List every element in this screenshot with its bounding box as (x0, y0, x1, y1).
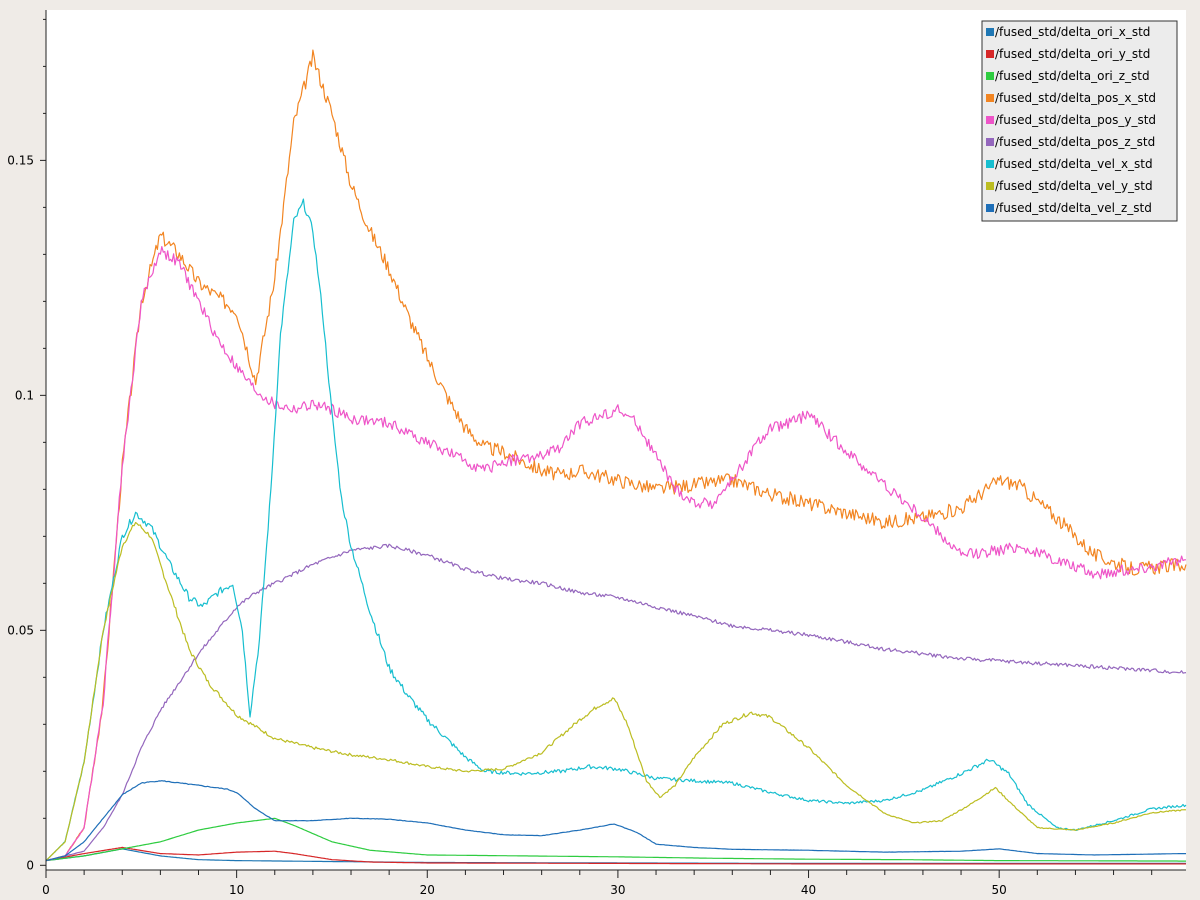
x-tick-label: 20 (420, 883, 435, 897)
series-line (45, 780, 1186, 862)
x-tick-label: 50 (992, 883, 1007, 897)
series-line (45, 198, 1187, 862)
legend-label: /fused_std/delta_vel_y_std (995, 179, 1153, 193)
legend-label: /fused_std/delta_ori_y_std (995, 47, 1150, 61)
legend-swatch (986, 204, 994, 212)
y-tick-label: 0.05 (7, 623, 34, 637)
legend-label: /fused_std/delta_vel_z_std (995, 201, 1152, 215)
legend-swatch (986, 116, 994, 124)
y-tick-label: 0.15 (7, 153, 34, 167)
legend-label: /fused_std/delta_vel_x_std (995, 157, 1153, 171)
x-axis-ticks: 0 10 20 30 40 50 (42, 870, 1153, 897)
legend-swatch (986, 94, 994, 102)
legend[interactable]: /fused_std/delta_ori_x_std/fused_std/del… (981, 20, 1178, 222)
y-tick-label: 0.1 (15, 388, 34, 402)
legend-label: /fused_std/delta_pos_y_std (995, 113, 1156, 127)
series-line (45, 49, 1187, 862)
legend-swatch (986, 138, 994, 146)
legend-label: /fused_std/delta_ori_z_std (995, 69, 1150, 83)
legend-box (981, 20, 1178, 222)
x-tick-label: 0 (42, 883, 50, 897)
legend-label: /fused_std/delta_ori_x_std (995, 25, 1150, 39)
series-layer (45, 49, 1187, 865)
x-tick-label: 30 (610, 883, 625, 897)
legend-swatch (986, 182, 994, 190)
series-line (45, 521, 1187, 862)
series-line (45, 543, 1187, 862)
legend-swatch (986, 160, 994, 168)
legend-swatch (986, 50, 994, 58)
y-tick-label: 0 (26, 858, 34, 872)
x-tick-label: 40 (801, 883, 816, 897)
series-line (45, 846, 1186, 865)
legend-swatch (986, 72, 994, 80)
series-line (45, 246, 1186, 862)
series-line (45, 817, 1186, 862)
legend-label: /fused_std/delta_pos_x_std (995, 91, 1156, 105)
legend-label: /fused_std/delta_pos_z_std (995, 135, 1155, 149)
y-axis-ticks: 0 0.05 0.1 0.15 (7, 18, 46, 872)
legend-swatch (986, 28, 994, 36)
x-tick-label: 10 (229, 883, 244, 897)
